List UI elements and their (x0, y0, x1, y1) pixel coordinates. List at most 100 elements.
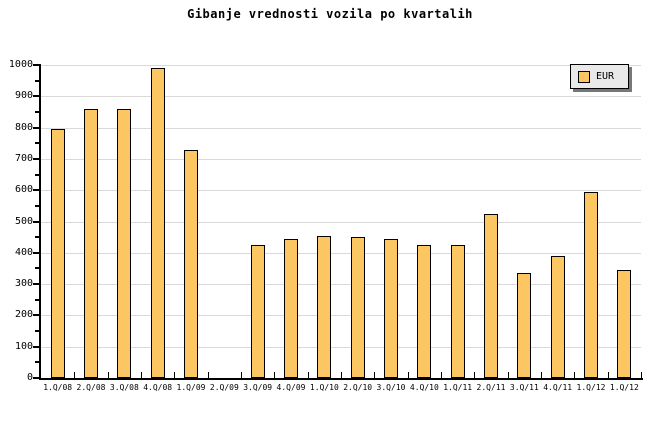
gridline-300 (41, 284, 641, 286)
x-tick-15 (541, 372, 542, 378)
y-tick-200 (33, 314, 39, 317)
y-tick-400 (33, 251, 39, 254)
bar-4.Q/08 (150, 68, 165, 378)
x-tick-13 (474, 372, 476, 378)
x-tick-label-2: 3.Q/08 (109, 383, 139, 392)
gridline-900 (41, 96, 641, 98)
x-tick-5 (207, 372, 209, 378)
x-tick-label-17: 1.Q/12 (609, 383, 639, 392)
y-tick-label-1000: 1000 (8, 59, 33, 70)
x-tick-18 (641, 372, 642, 378)
x-tick-label-15: 4.Q/11 (543, 383, 573, 392)
bar-1.Q/09 (184, 150, 198, 378)
x-tick-label-11: 4.Q/10 (409, 383, 439, 392)
x-tick-label-16: 1.Q/12 (576, 383, 606, 392)
x-tick-label-4: 1.Q/09 (176, 383, 206, 392)
y-tick-label-800: 800 (14, 121, 33, 133)
y-tick-900 (33, 95, 39, 98)
gridline-400 (41, 252, 641, 254)
bar-1.Q/12 (584, 192, 598, 378)
x-tick-label-8: 1.Q/10 (309, 383, 339, 392)
legend-label: EUR (596, 71, 615, 82)
x-tick-4 (174, 372, 176, 378)
bar-1.Q/10 (317, 236, 332, 378)
y-tick-1000 (33, 64, 39, 66)
y-tick-700 (33, 157, 39, 160)
bar-2.Q/08 (84, 109, 98, 378)
y-tick-850 (35, 110, 39, 113)
x-tick-17 (607, 372, 609, 378)
legend: EUR (570, 64, 629, 89)
bar-4.Q/10 (417, 245, 432, 378)
y-tick-750 (35, 142, 39, 145)
x-tick-label-12: 1.Q/11 (443, 383, 473, 392)
x-tick-14 (507, 372, 509, 378)
x-tick-label-1: 2.Q/08 (76, 383, 106, 392)
y-tick-450 (35, 236, 39, 239)
y-tick-150 (35, 330, 39, 333)
x-tick-label-13: 2.Q/11 (476, 383, 506, 392)
x-tick-2 (107, 372, 109, 378)
bar-3.Q/08 (117, 109, 132, 378)
y-tick-350 (35, 267, 39, 270)
y-tick-600 (33, 189, 39, 192)
y-tick-label-300: 300 (14, 278, 33, 290)
chart-title: Gibanje vrednosti vozila po kvartalih (187, 7, 473, 21)
x-tick-10 (374, 372, 376, 378)
plot-area (41, 65, 641, 378)
x-tick-7 (274, 372, 276, 378)
y-tick-label-0: 0 (26, 372, 33, 383)
x-tick-6 (241, 372, 242, 378)
x-tick-label-5: 2.Q/09 (209, 383, 239, 392)
y-tick-label-500: 500 (14, 215, 33, 227)
x-tick-label-7: 4.Q/09 (276, 383, 306, 392)
x-tick-8 (307, 372, 309, 378)
bar-2.Q/10 (350, 237, 365, 378)
gridline-1000 (41, 65, 641, 66)
bar-3.Q/10 (384, 239, 398, 378)
y-tick-label-600: 600 (14, 184, 33, 196)
x-tick-3 (141, 372, 142, 378)
y-tick-550 (35, 204, 39, 207)
gridline-600 (41, 190, 641, 192)
bar-2.Q/11 (484, 214, 498, 378)
bar-4.Q/11 (550, 256, 565, 378)
x-tick-9 (341, 372, 342, 378)
y-tick-label-400: 400 (14, 246, 33, 258)
y-tick-100 (33, 345, 39, 348)
x-tick-label-14: 3.Q/11 (509, 383, 539, 392)
y-tick-950 (35, 79, 39, 82)
x-axis-line (39, 378, 643, 380)
y-tick-50 (35, 361, 39, 364)
y-tick-label-900: 900 (14, 90, 33, 102)
y-tick-500 (33, 220, 39, 223)
gridline-800 (41, 127, 641, 129)
x-tick-1 (74, 372, 76, 378)
y-tick-650 (35, 173, 39, 176)
x-tick-label-6: 3.Q/09 (243, 383, 273, 392)
gridline-100 (41, 346, 641, 348)
gridline-200 (41, 315, 641, 317)
gridline-500 (41, 221, 641, 223)
y-tick-label-100: 100 (14, 340, 33, 352)
x-tick-label-3: 4.Q/08 (143, 383, 173, 392)
bar-1.Q/08 (50, 129, 65, 378)
y-tick-0 (33, 377, 39, 379)
bar-4.Q/09 (284, 239, 298, 378)
x-tick-12 (441, 372, 442, 378)
x-tick-label-0: 1.Q/08 (43, 383, 73, 392)
y-tick-label-200: 200 (14, 309, 33, 321)
bar-1.Q/12 (617, 270, 632, 378)
y-tick-300 (33, 283, 39, 286)
x-tick-11 (407, 372, 409, 378)
y-tick-label-700: 700 (14, 152, 33, 164)
y-tick-800 (33, 126, 39, 129)
x-tick-16 (574, 372, 576, 378)
y-axis-line (39, 64, 41, 380)
bar-1.Q/11 (450, 245, 465, 378)
y-tick-250 (35, 298, 39, 301)
bar-3.Q/11 (517, 273, 532, 378)
x-tick-label-9: 2.Q/10 (343, 383, 373, 392)
bar-3.Q/09 (250, 245, 265, 378)
